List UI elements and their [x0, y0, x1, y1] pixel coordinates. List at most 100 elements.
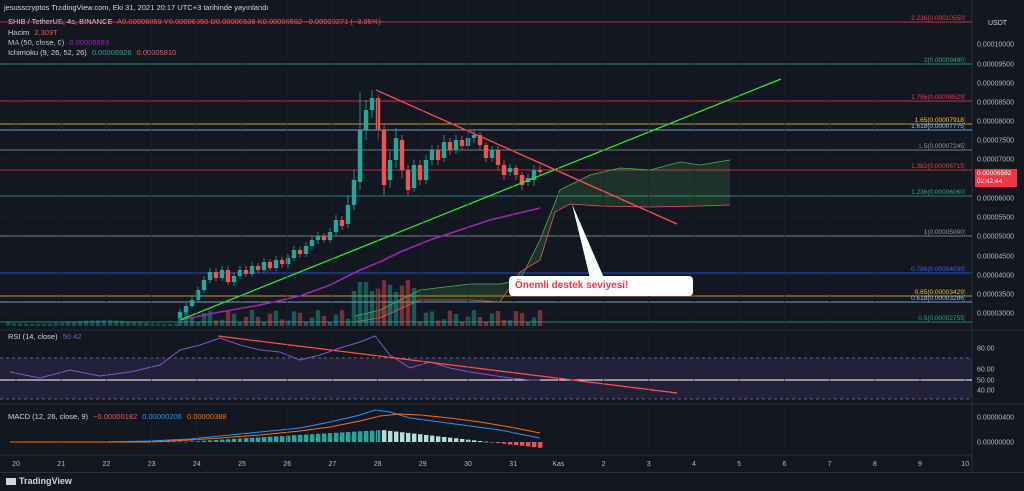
candle-body[interactable]	[333, 220, 339, 232]
candle-body[interactable]	[507, 168, 513, 172]
candle-body[interactable]	[357, 130, 363, 182]
volume-legend[interactable]: Hacim 2.309T	[8, 28, 61, 37]
candle-body[interactable]	[243, 270, 249, 274]
time-tick-label: 31	[509, 461, 517, 468]
ascending-trendline[interactable]	[179, 78, 782, 321]
candle-body[interactable]	[213, 272, 219, 278]
volume-bar	[150, 323, 155, 326]
candle-body[interactable]	[453, 140, 459, 150]
candle-body[interactable]	[303, 246, 309, 254]
candle-body[interactable]	[351, 180, 357, 205]
time-tick-label: 8	[873, 461, 877, 468]
candle-body[interactable]	[429, 150, 435, 160]
candle-body[interactable]	[183, 306, 189, 312]
fib-level-label: 2.236(0.00010550)	[911, 15, 966, 22]
rsi-legend[interactable]: RSI (14, close) 50.42	[8, 332, 84, 341]
candle-body[interactable]	[207, 272, 213, 280]
candle-body[interactable]	[321, 236, 327, 240]
candle-body[interactable]	[405, 170, 411, 190]
fibonacci-levels[interactable]: 2.236(0.00010550) 2(0.00009490) 1.786(0.00…	[0, 15, 972, 323]
candle-body[interactable]	[339, 220, 345, 226]
candle-body[interactable]	[519, 175, 525, 185]
candle-body[interactable]	[189, 300, 195, 306]
candle-body[interactable]	[195, 290, 201, 300]
candle-body[interactable]	[459, 140, 465, 146]
candle-body[interactable]	[447, 142, 453, 150]
candle-body[interactable]	[483, 145, 489, 158]
candle-body[interactable]	[237, 270, 243, 276]
candle-body[interactable]	[537, 170, 543, 172]
candle-body[interactable]	[471, 135, 477, 138]
candle-body[interactable]	[225, 270, 231, 282]
candle-body[interactable]	[285, 258, 291, 264]
candle-body[interactable]	[417, 165, 423, 180]
candle-body[interactable]	[531, 170, 537, 180]
volume-bar	[138, 322, 143, 326]
candle-body[interactable]	[261, 262, 267, 270]
ichimoku-legend[interactable]: Ichimoku (9, 26, 52, 26) 0.00006926 0.00…	[8, 48, 179, 57]
volume-bar	[321, 315, 327, 326]
macd-legend[interactable]: MACD (12, 26, close, 9) −0.00000182 0.00…	[8, 412, 230, 421]
ma-legend[interactable]: MA (50, close, 0) 0.00005693	[8, 38, 112, 47]
candle-body[interactable]	[345, 205, 351, 224]
candle-body[interactable]	[219, 270, 225, 278]
candle-body[interactable]	[177, 312, 183, 318]
volume-bar	[36, 323, 41, 326]
symbol-legend[interactable]: SHIB / TetherUS, 4s, BINANCE A0.00006859…	[8, 17, 384, 26]
candle-body[interactable]	[393, 138, 399, 160]
candle-body[interactable]	[231, 276, 237, 282]
volume-bar	[417, 321, 423, 326]
time-tick-label: 28	[374, 461, 382, 468]
price-tick-label: 0.00005500	[977, 215, 1014, 222]
candle-body[interactable]	[495, 150, 501, 165]
candle-body[interactable]	[279, 260, 285, 264]
macd-hist-bar	[352, 431, 357, 442]
candle-body[interactable]	[435, 150, 441, 160]
candle-body[interactable]	[375, 98, 381, 130]
tradingview-logo[interactable]: TradingView	[6, 476, 72, 486]
candle-body[interactable]	[489, 150, 495, 158]
candle-body[interactable]	[201, 280, 207, 290]
candle-body[interactable]	[327, 232, 333, 240]
candle-body[interactable]	[369, 98, 375, 110]
candle-body[interactable]	[297, 250, 303, 254]
volume-bar	[279, 319, 285, 326]
candle-body[interactable]	[387, 160, 393, 180]
rsi-trendline[interactable]	[217, 335, 678, 394]
macd-signal-line[interactable]	[10, 413, 541, 443]
time-axis[interactable]: 20 21 22 23 24 25 26 27 28 29 30 31 Kas 2 3 4 5 6 7 8 9 10	[12, 0, 969, 468]
candle-body[interactable]	[441, 142, 447, 158]
time-tick-label: 24	[193, 461, 201, 468]
candle-body[interactable]	[477, 135, 483, 145]
candle-body[interactable]	[315, 236, 321, 240]
candle-body[interactable]	[255, 266, 261, 270]
price-tick-label: 0.00003500	[977, 292, 1014, 299]
candle-body[interactable]	[513, 168, 519, 175]
volume-bar	[363, 282, 369, 326]
candle-body[interactable]	[273, 260, 279, 268]
candle-body[interactable]	[399, 140, 405, 170]
volume-bar	[537, 310, 543, 326]
candle-body[interactable]	[501, 165, 507, 175]
candle-body[interactable]	[423, 160, 429, 180]
candlesticks[interactable]	[177, 90, 543, 320]
candle-body[interactable]	[309, 240, 315, 246]
candle-body[interactable]	[291, 250, 297, 258]
support-level-callout[interactable]: Önemli destek seviyesi!	[509, 276, 693, 296]
symbol-name[interactable]: SHIB / TetherUS, 4s, BINANCE	[8, 17, 113, 26]
candle-body[interactable]	[363, 110, 369, 130]
chart-canvas[interactable]: 0.00010000 0.00009500 0.00009000 0.00008500…	[0, 0, 1024, 472]
macd-hist-bar	[196, 441, 201, 442]
volume-bar	[78, 320, 83, 326]
macd-line[interactable]	[10, 409, 541, 443]
moving-average-line[interactable]	[179, 207, 541, 321]
volume-bar	[219, 319, 225, 326]
candle-body[interactable]	[267, 262, 273, 268]
rsi-line[interactable]	[9, 335, 540, 381]
candle-body[interactable]	[411, 165, 417, 188]
volume-bar	[525, 321, 531, 326]
candle-body[interactable]	[249, 266, 255, 274]
candle-body[interactable]	[381, 130, 387, 185]
descending-trendline[interactable]	[375, 89, 678, 225]
price-axis[interactable]: 0.00010000 0.00009500 0.00009000 0.00008500…	[0, 42, 1014, 318]
